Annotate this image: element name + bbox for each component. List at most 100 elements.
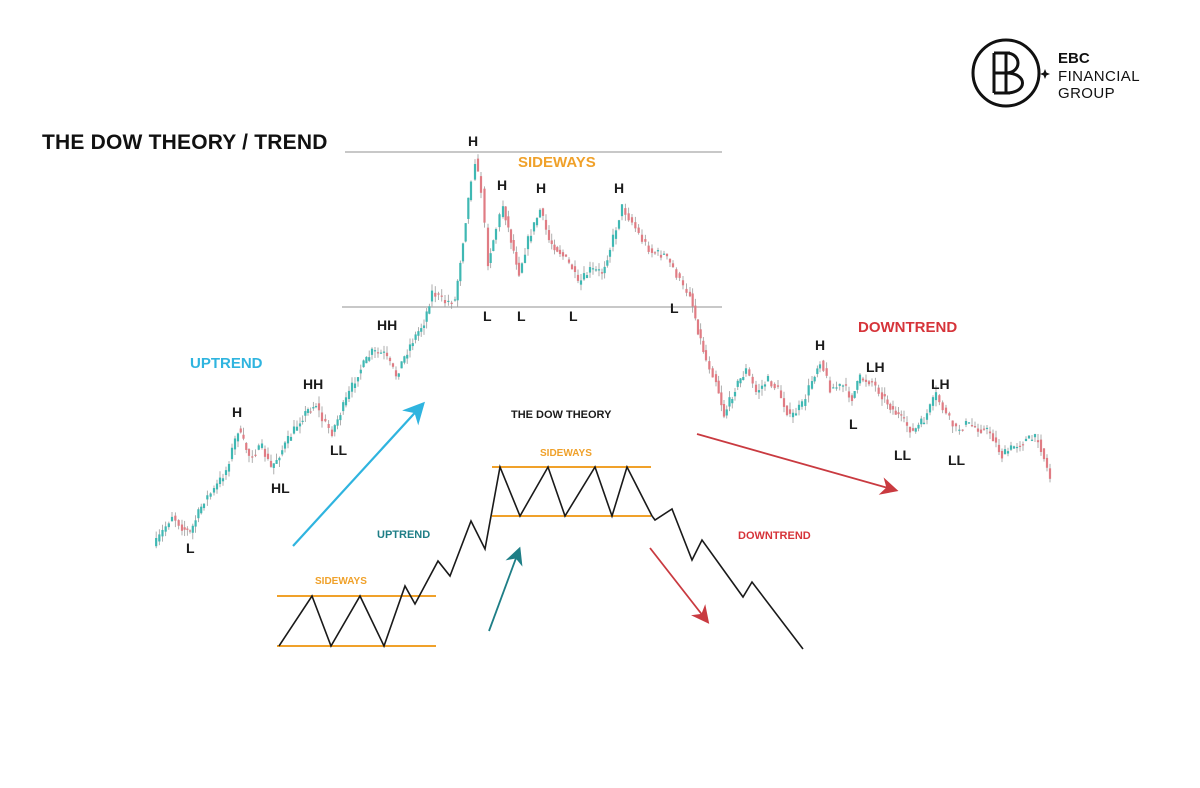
candle-body [810,381,814,389]
candle-body [917,424,920,429]
candle-body [251,456,254,458]
candle-body [861,378,865,381]
candle-body [382,351,386,353]
candle-body [785,405,789,416]
candle-body [362,360,365,368]
candle-body [492,240,495,252]
candle-body [353,383,357,388]
candle-body [611,234,615,247]
candle-body [779,390,783,399]
candle-body [900,414,903,416]
dow-zigzag-path [278,464,804,650]
candle-body [365,356,368,364]
candle-body [671,263,675,268]
candle-body [437,293,440,295]
point-label-hh-1: HH [303,376,324,392]
candle-body [406,354,409,359]
candle-body [414,334,417,340]
candle-body [1021,444,1025,446]
candle-body [434,292,437,297]
candle-body [711,368,714,378]
candle-body [914,428,917,432]
candle-body [476,158,480,172]
candle-body [233,438,237,450]
candle-body [428,306,431,314]
candle-body [678,273,681,278]
candle-body [170,516,174,522]
candle-body [1033,434,1037,438]
candle-body [970,425,974,427]
candle-body [245,442,248,450]
point-label-ll-2: LL [894,447,912,463]
candle-body [579,280,583,285]
candle-body [938,395,941,403]
candle-body [816,368,819,375]
candle-body [459,262,462,282]
candle-body [309,411,312,413]
candle-body [883,394,886,397]
candle-body [227,463,231,472]
candle-body [379,352,383,354]
uptrend-label: UPTREND [190,355,263,372]
candle-body [317,403,321,411]
candle-body [489,253,492,263]
point-label-hh-2: HH [377,317,398,333]
candle-body [822,360,825,371]
candle-body [791,412,795,418]
candle-body [570,264,574,270]
candle-body [266,453,270,459]
candle-body [350,382,354,392]
candle-body [167,523,170,528]
candle-body [512,240,515,251]
candle-body [905,422,909,426]
candle-body [886,399,889,405]
candle-body [312,407,315,409]
candle-body [292,426,296,434]
point-label-ll-3: LL [948,452,966,468]
point-label-sideways-l-2: L [517,308,526,324]
candle-body [1045,457,1049,468]
candle-body [844,384,848,386]
candle-body [944,407,948,414]
lower-diagram-title: THE DOW THEORY [511,409,612,421]
candle-body [177,520,180,526]
point-label-lh-2: LH [931,376,950,392]
candle-body [526,236,530,250]
candle-body [188,530,192,532]
point-label-h-2: H [497,177,508,193]
candle-body [696,319,700,335]
candle-body [301,420,304,422]
logo-line-group: GROUP [1058,85,1116,102]
candle-body [1018,445,1022,447]
candle-body [242,434,245,439]
candle-body [976,428,980,432]
candle-body [183,527,186,530]
candle-body [295,426,299,431]
candle-body [650,248,654,253]
candle-body [928,404,932,413]
candle-body [391,363,395,367]
candle-body [553,244,556,251]
candle-body [858,374,862,384]
candle-body [647,245,650,252]
candle-body [731,399,734,404]
candle-body [961,429,964,431]
candle-body [588,267,592,273]
point-label-hl: HL [271,480,290,496]
candle-body [656,250,660,252]
candle-body [469,181,473,201]
candle-body [576,274,580,281]
candle-body [668,258,672,263]
candle-body [314,406,318,408]
sideways-label: SIDEWAYS [518,154,596,171]
candle-body [594,269,598,271]
candle-body [675,269,678,278]
candle-body [653,252,657,254]
candle-body [283,442,287,449]
candle-body [236,433,240,442]
candle-body [517,262,521,276]
page-title: THE DOW THEORY / TREND [42,131,328,154]
candle-body [870,381,874,383]
candle-body [748,369,751,376]
